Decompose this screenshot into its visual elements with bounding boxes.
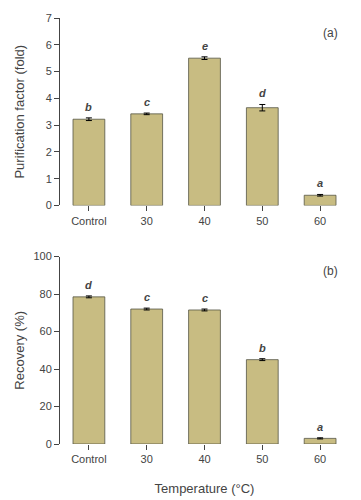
svg-text:5: 5 (46, 65, 52, 77)
svg-text:4: 4 (46, 92, 52, 104)
svg-text:60: 60 (314, 215, 326, 227)
svg-text:e: e (202, 40, 208, 52)
svg-text:b: b (259, 342, 266, 354)
svg-text:60: 60 (40, 325, 52, 337)
svg-text:6: 6 (46, 39, 52, 51)
svg-text:c: c (202, 292, 208, 304)
svg-text:Control: Control (71, 215, 106, 227)
svg-text:a: a (317, 421, 323, 433)
svg-text:40: 40 (198, 215, 210, 227)
svg-text:80: 80 (40, 288, 52, 300)
svg-text:0: 0 (46, 438, 52, 450)
svg-text:d: d (85, 279, 92, 291)
svg-text:3: 3 (46, 119, 52, 131)
svg-text:50: 50 (256, 453, 268, 465)
svg-text:100: 100 (33, 250, 51, 262)
svg-text:60: 60 (314, 453, 326, 465)
svg-text:(a): (a) (323, 26, 338, 40)
svg-text:40: 40 (198, 453, 210, 465)
svg-text:30: 30 (141, 215, 153, 227)
svg-text:0: 0 (46, 199, 52, 211)
svg-text:c: c (144, 96, 150, 108)
svg-text:7: 7 (46, 12, 52, 24)
svg-text:Purification factor (fold): Purification factor (fold) (12, 45, 27, 179)
svg-text:(b): (b) (323, 264, 338, 278)
svg-text:Recovery (%): Recovery (%) (12, 311, 27, 390)
svg-text:20: 20 (40, 400, 52, 412)
svg-text:Control: Control (71, 453, 106, 465)
svg-text:a: a (317, 177, 323, 189)
svg-text:Temperature (°C): Temperature (°C) (155, 481, 255, 496)
svg-text:2: 2 (46, 146, 52, 158)
svg-text:40: 40 (40, 363, 52, 375)
svg-text:1: 1 (46, 173, 52, 185)
svg-text:b: b (85, 101, 92, 113)
svg-text:30: 30 (141, 453, 153, 465)
svg-text:c: c (144, 291, 150, 303)
svg-text:d: d (259, 87, 266, 99)
svg-text:50: 50 (256, 215, 268, 227)
